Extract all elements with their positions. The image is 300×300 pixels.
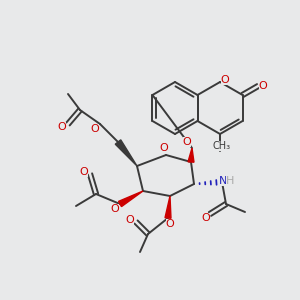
- Text: O: O: [166, 219, 174, 229]
- Text: O: O: [58, 122, 66, 132]
- Polygon shape: [115, 140, 137, 166]
- Text: O: O: [259, 81, 268, 91]
- Text: O: O: [111, 204, 119, 214]
- Polygon shape: [165, 196, 171, 218]
- Polygon shape: [118, 191, 143, 207]
- Polygon shape: [188, 148, 194, 162]
- Text: O: O: [126, 215, 134, 225]
- Text: H: H: [226, 176, 234, 186]
- Text: CH₃: CH₃: [213, 141, 231, 151]
- Text: O: O: [202, 213, 210, 223]
- Text: O: O: [221, 75, 230, 85]
- Text: O: O: [80, 167, 88, 177]
- Text: O: O: [160, 143, 168, 153]
- Text: O: O: [91, 124, 99, 134]
- Text: N: N: [219, 176, 227, 186]
- Text: O: O: [183, 137, 191, 147]
